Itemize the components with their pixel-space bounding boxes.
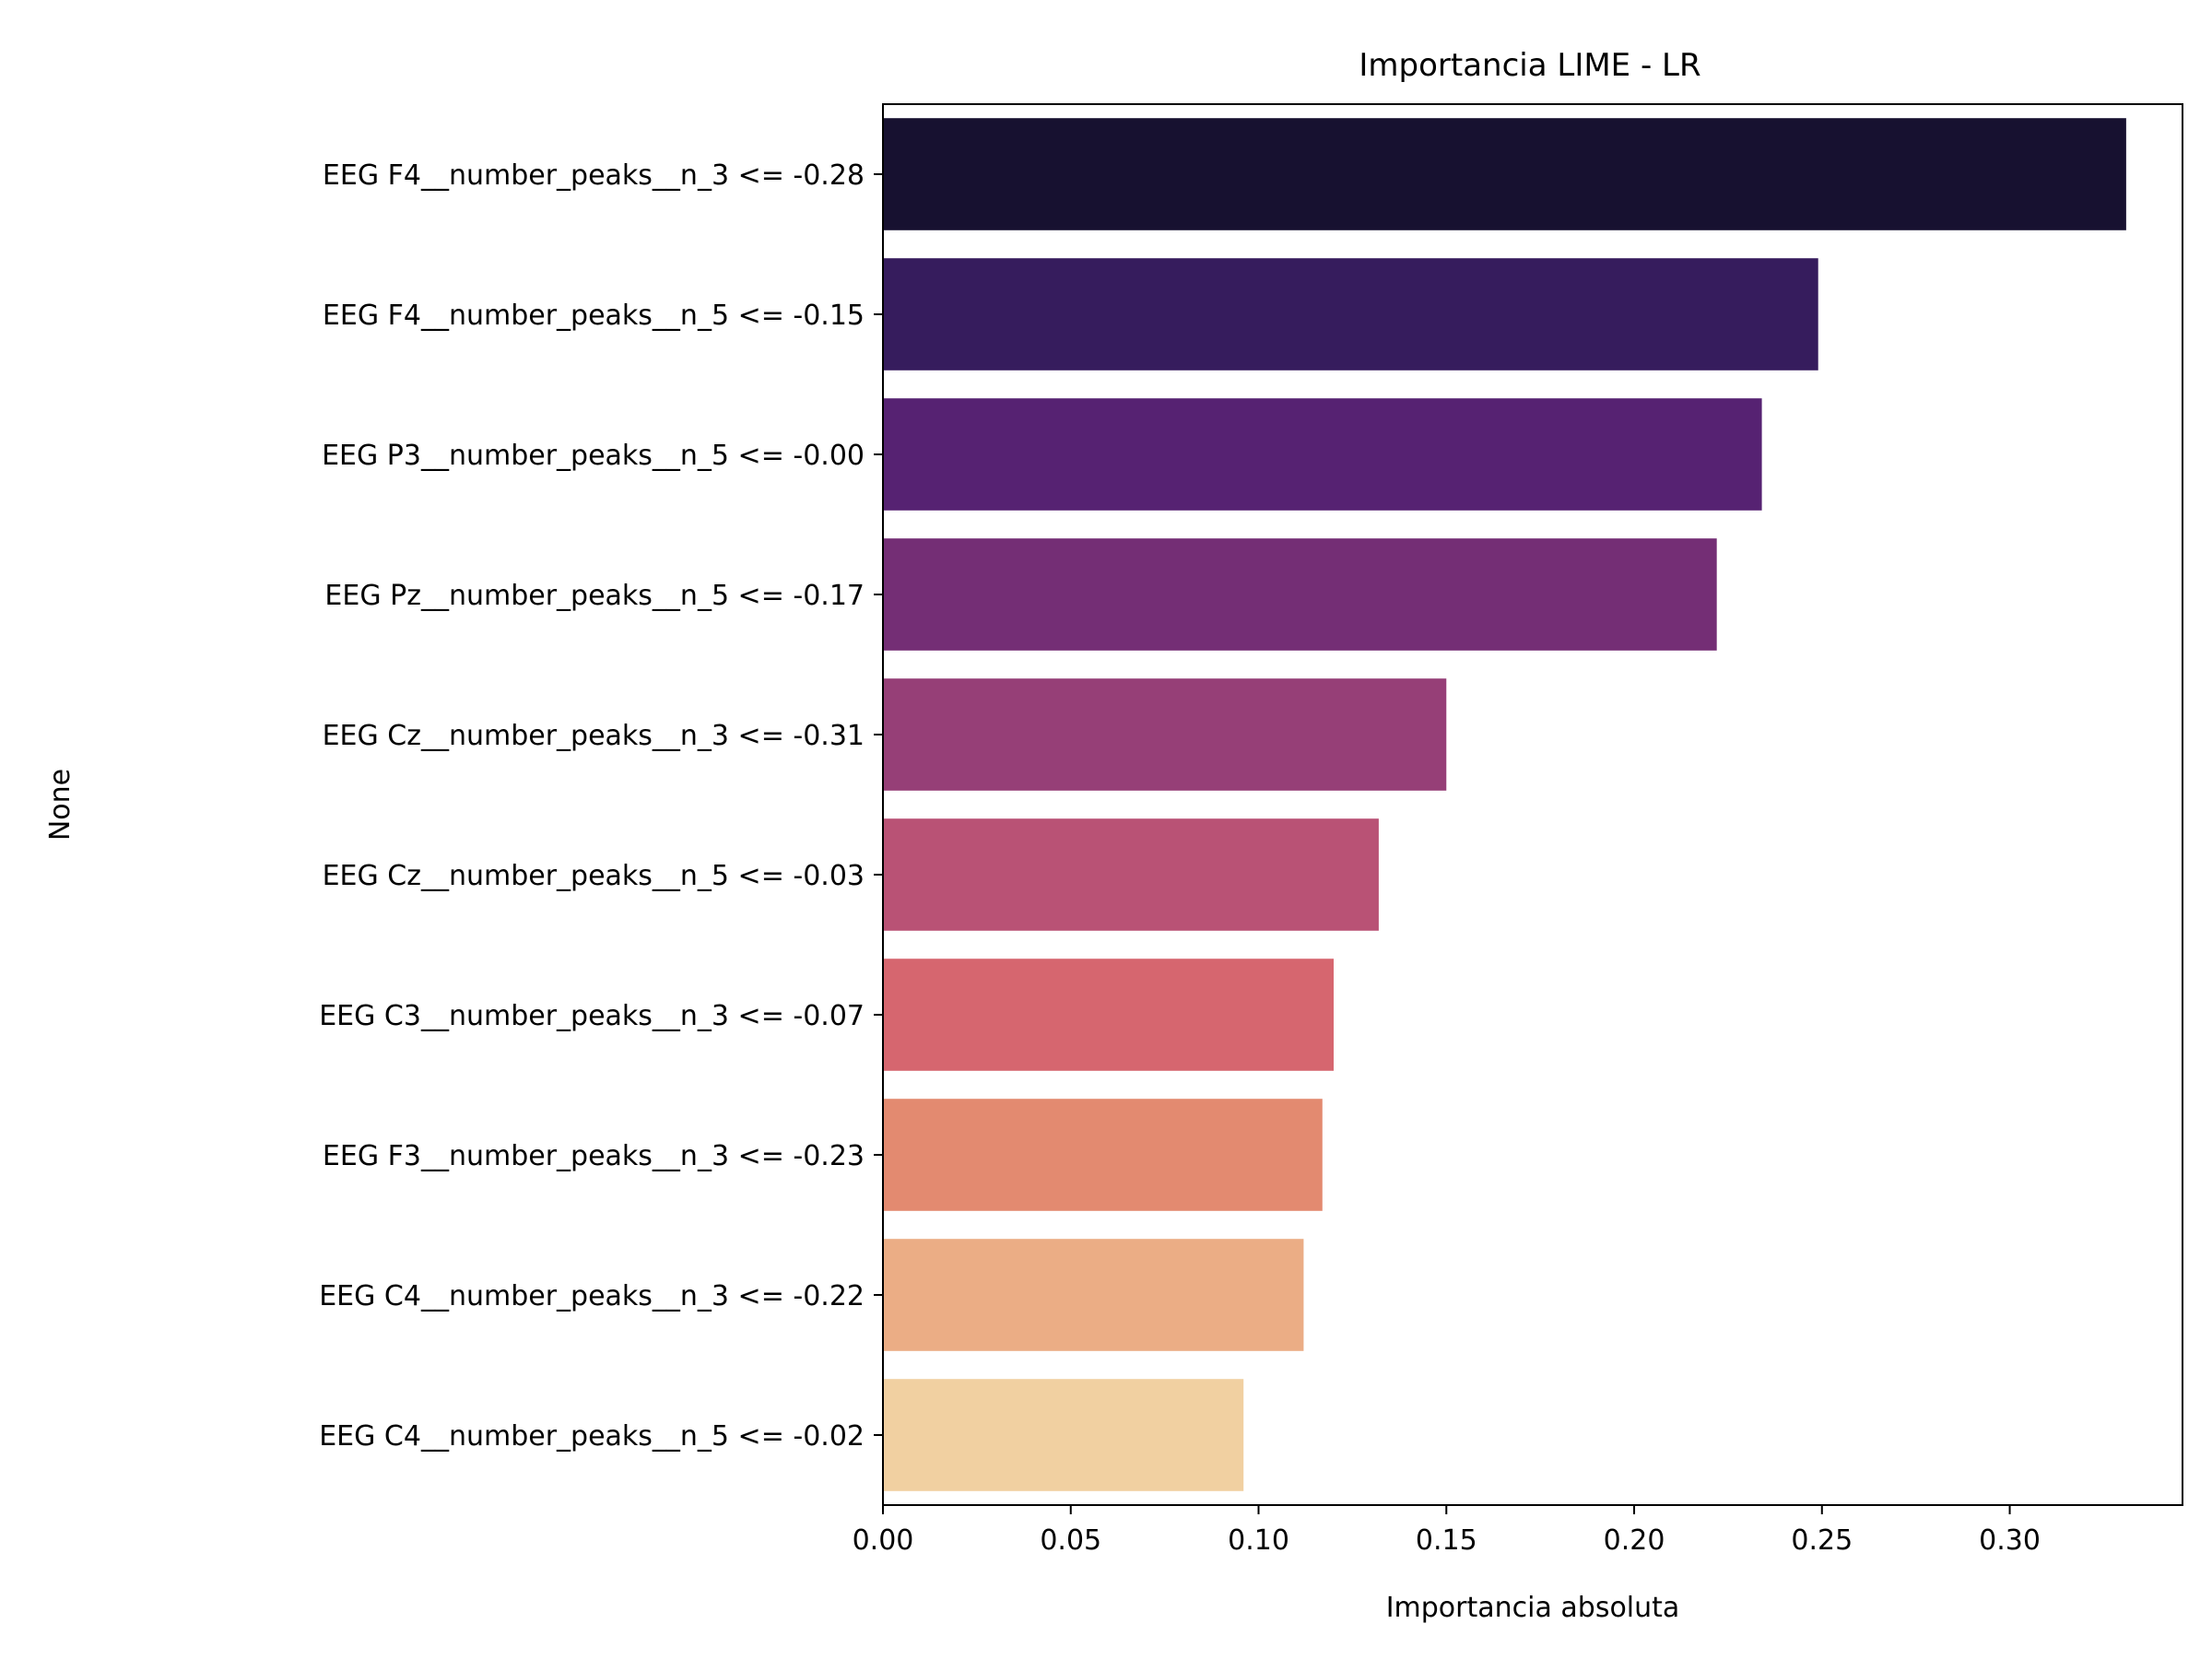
x-axis-label: Importancia absoluta	[1386, 1592, 1680, 1624]
bar-5	[883, 678, 1447, 791]
y-tick-label: EEG F4__number_peaks__n_5 <= -0.15	[323, 300, 865, 332]
y-axis-label: None	[44, 769, 76, 841]
chart-title: Importancia LIME - LR	[1359, 47, 1700, 84]
y-tick-label: EEG Pz__number_peaks__n_5 <= -0.17	[324, 580, 865, 612]
bars-group	[883, 118, 2126, 1491]
bar-2	[883, 258, 1818, 371]
bar-7	[883, 959, 1335, 1071]
x-tick-label: 0.00	[853, 1524, 914, 1557]
y-axis-ticks: EEG F4__number_peaks__n_3 <= -0.28 EEG F4…	[319, 159, 883, 1453]
y-tick-label: EEG C4__number_peaks__n_3 <= -0.22	[319, 1280, 865, 1312]
x-tick-label: 0.05	[1040, 1524, 1101, 1557]
y-tick-label: EEG F3__number_peaks__n_3 <= -0.23	[323, 1140, 865, 1172]
bar-6	[883, 818, 1379, 931]
plot-frame	[882, 103, 2183, 1506]
y-tick-label: EEG C3__number_peaks__n_3 <= -0.07	[319, 1000, 865, 1032]
bar-3	[883, 398, 1762, 511]
bar-4	[883, 538, 1717, 651]
y-tick-label: EEG Cz__number_peaks__n_3 <= -0.31	[323, 720, 865, 752]
bar-1	[883, 118, 2126, 230]
bar-9	[883, 1239, 1304, 1351]
x-tick-label: 0.10	[1228, 1524, 1289, 1557]
x-tick-label: 0.30	[1979, 1524, 2041, 1557]
y-tick-label: EEG F4__number_peaks__n_3 <= -0.28	[323, 159, 865, 192]
x-tick-label: 0.15	[1416, 1524, 1477, 1557]
x-tick-label: 0.25	[1791, 1524, 1853, 1557]
bar-10	[883, 1379, 1244, 1491]
y-tick-label: EEG Cz__number_peaks__n_5 <= -0.03	[323, 860, 865, 892]
bar-8	[883, 1099, 1323, 1211]
y-tick-label: EEG C4__number_peaks__n_5 <= -0.02	[319, 1420, 865, 1453]
x-tick-label: 0.20	[1604, 1524, 1665, 1557]
y-tick-label: EEG P3__number_peaks__n_5 <= -0.00	[322, 440, 865, 472]
x-axis-ticks: 0.00 0.05 0.10 0.15 0.20 0.25 0.30	[853, 1505, 2041, 1557]
